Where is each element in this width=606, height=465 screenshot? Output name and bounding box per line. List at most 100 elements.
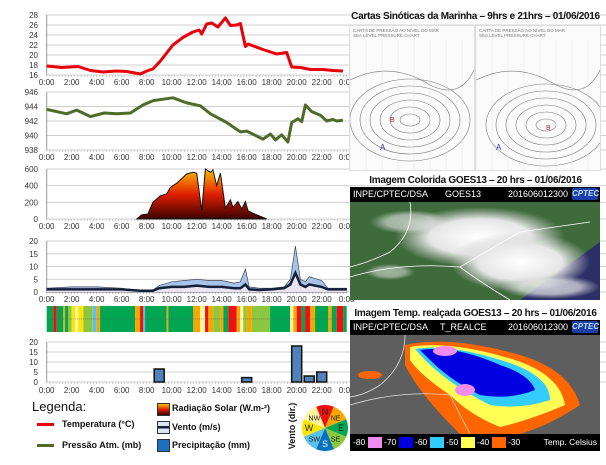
x-tick-label: 16:00: [237, 295, 258, 304]
isobar: [505, 97, 587, 153]
temperature-legend-label: Temperatura (°C): [62, 419, 135, 429]
wind-direction-segment: [145, 306, 167, 332]
x-tick-label: 8:00: [139, 222, 155, 231]
x-tick-label: 0:00: [39, 222, 55, 231]
y-tick-label: 200: [25, 198, 39, 207]
satellite-label: GOES13: [445, 189, 482, 199]
legend-title: Legenda:: [32, 399, 87, 414]
wind-direction-segment: [270, 306, 291, 332]
wind-direction-segment: [328, 306, 332, 332]
precipitation-bar: [290, 345, 303, 383]
x-tick-label: 22:00: [312, 153, 333, 162]
wind-direction-segment: [83, 306, 93, 332]
y-tick-label: 0: [34, 378, 39, 387]
isobar: [369, 92, 451, 148]
cptec-logo: CPTEC: [572, 188, 600, 200]
compass-sector-e: [325, 419, 348, 437]
product-label: T_REALCE: [440, 322, 487, 332]
goes-color-header: INPE/CPTEC/DSA GOES13 201606012300 CPTEC: [350, 187, 600, 202]
precip-legend-swatch: [157, 439, 170, 452]
y-tick-label: 944: [25, 103, 39, 112]
y-tick-label: 10: [29, 263, 38, 272]
wind-direction-segment: [336, 306, 344, 332]
goes-color-image: [350, 202, 600, 300]
pressure-legend-swatch: [37, 444, 54, 447]
y-tick-label: 5: [34, 368, 39, 377]
y-tick-label: 20: [29, 51, 38, 60]
precipitation-bar: [303, 375, 315, 383]
x-tick-label: 4:00: [89, 295, 105, 304]
isobar-lines: BA: [476, 40, 600, 170]
wind-direction-segment: [310, 306, 316, 332]
x-tick-label: 0:00: [339, 386, 355, 395]
x-tick-label: 4:00: [89, 153, 105, 162]
y-tick-label: 20: [29, 237, 38, 246]
y-tick-label: 20: [29, 338, 38, 347]
x-tick-label: 18:00: [262, 386, 283, 395]
compass-label: NW: [309, 415, 321, 422]
x-tick-label: 6:00: [114, 222, 130, 231]
x-tick-label: 2:00: [64, 78, 80, 87]
solar-radiation-area: [135, 168, 267, 220]
scale-tick-label: -70: [384, 437, 397, 447]
compass-sector-w: [302, 419, 325, 437]
y-tick-label: 16: [29, 71, 38, 80]
x-tick-label: 2:00: [64, 222, 80, 231]
compass-label: E: [338, 423, 344, 433]
isobar: [350, 69, 474, 91]
y-tick-label: 28: [29, 11, 38, 20]
map-header-en: SEA LEVEL PRESSURE CHART: [479, 33, 546, 38]
map-header-pt: CARTA DE PRESSÃO AO NÍVEL DO MAR: [353, 28, 439, 33]
x-tick-label: 4:00: [89, 78, 105, 87]
x-tick-label: 0:00: [339, 295, 355, 304]
y-tick-label: 600: [25, 165, 39, 174]
y-tick-label: 0: [34, 288, 39, 297]
isobar: [476, 69, 600, 91]
x-tick-label: 22:00: [312, 295, 333, 304]
x-tick-label: 10:00: [162, 78, 183, 87]
x-tick-label: 14:00: [212, 78, 233, 87]
map-header-en: SEA LEVEL PRESSURE CHART: [353, 33, 420, 38]
scale-swatch: [368, 437, 382, 448]
x-tick-label: 18:00: [262, 153, 283, 162]
y-tick-label: 0: [34, 215, 39, 224]
x-tick-label: 0:00: [39, 153, 55, 162]
y-tick-label: 15: [29, 250, 38, 259]
y-tick-label: 940: [25, 132, 39, 141]
source-label: INPE/CPTEC/DSA: [353, 189, 429, 199]
x-tick-label: 20:00: [287, 295, 308, 304]
source-label: INPE/CPTEC/DSA: [353, 322, 429, 332]
x-tick-label: 20:00: [287, 386, 308, 395]
scale-swatch: [492, 437, 506, 448]
x-tick-label: 8:00: [139, 386, 155, 395]
x-tick-label: 20:00: [287, 222, 308, 231]
temperature-color-scale: Temp. Celsius -80 -70 -60 -50 -40 -30: [350, 434, 600, 451]
pressure-legend-label: Pressão Atm. (mb): [62, 440, 142, 450]
x-tick-label: 10:00: [162, 386, 183, 395]
low-pressure-marker: B: [390, 117, 395, 124]
timestamp-label: 201606012300: [508, 322, 569, 332]
x-tick-label: 18:00: [262, 222, 283, 231]
x-tick-label: 14:00: [212, 222, 233, 231]
wind-direction-segment: [223, 306, 229, 332]
temperature-line: [46, 16, 343, 76]
cptec-logo: CPTEC: [572, 321, 600, 333]
low-pressure-marker: B: [546, 125, 551, 132]
scale-swatch: [399, 437, 413, 448]
isobar: [379, 99, 441, 141]
synoptic-chart-21h: CARTA DE PRESSÃO AO NÍVEL DO MAR SEA LEVE…: [475, 25, 601, 171]
x-tick-label: 10:00: [162, 295, 183, 304]
x-tick-label: 16:00: [237, 386, 258, 395]
y-tick-label: 938: [25, 146, 39, 155]
wind-direction-segment: [56, 306, 64, 332]
wind-direction-segment: [46, 306, 54, 332]
pressure-line: [46, 96, 344, 144]
y-tick-label: 24: [29, 31, 38, 40]
x-tick-label: 14:00: [212, 386, 233, 395]
compass-label: SE: [331, 437, 341, 444]
x-tick-label: 8:00: [139, 295, 155, 304]
radiation-legend-swatch: [157, 403, 170, 416]
goes-realce-image: [350, 335, 600, 434]
x-tick-label: 0:00: [339, 153, 355, 162]
x-tick-label: 16:00: [237, 78, 258, 87]
